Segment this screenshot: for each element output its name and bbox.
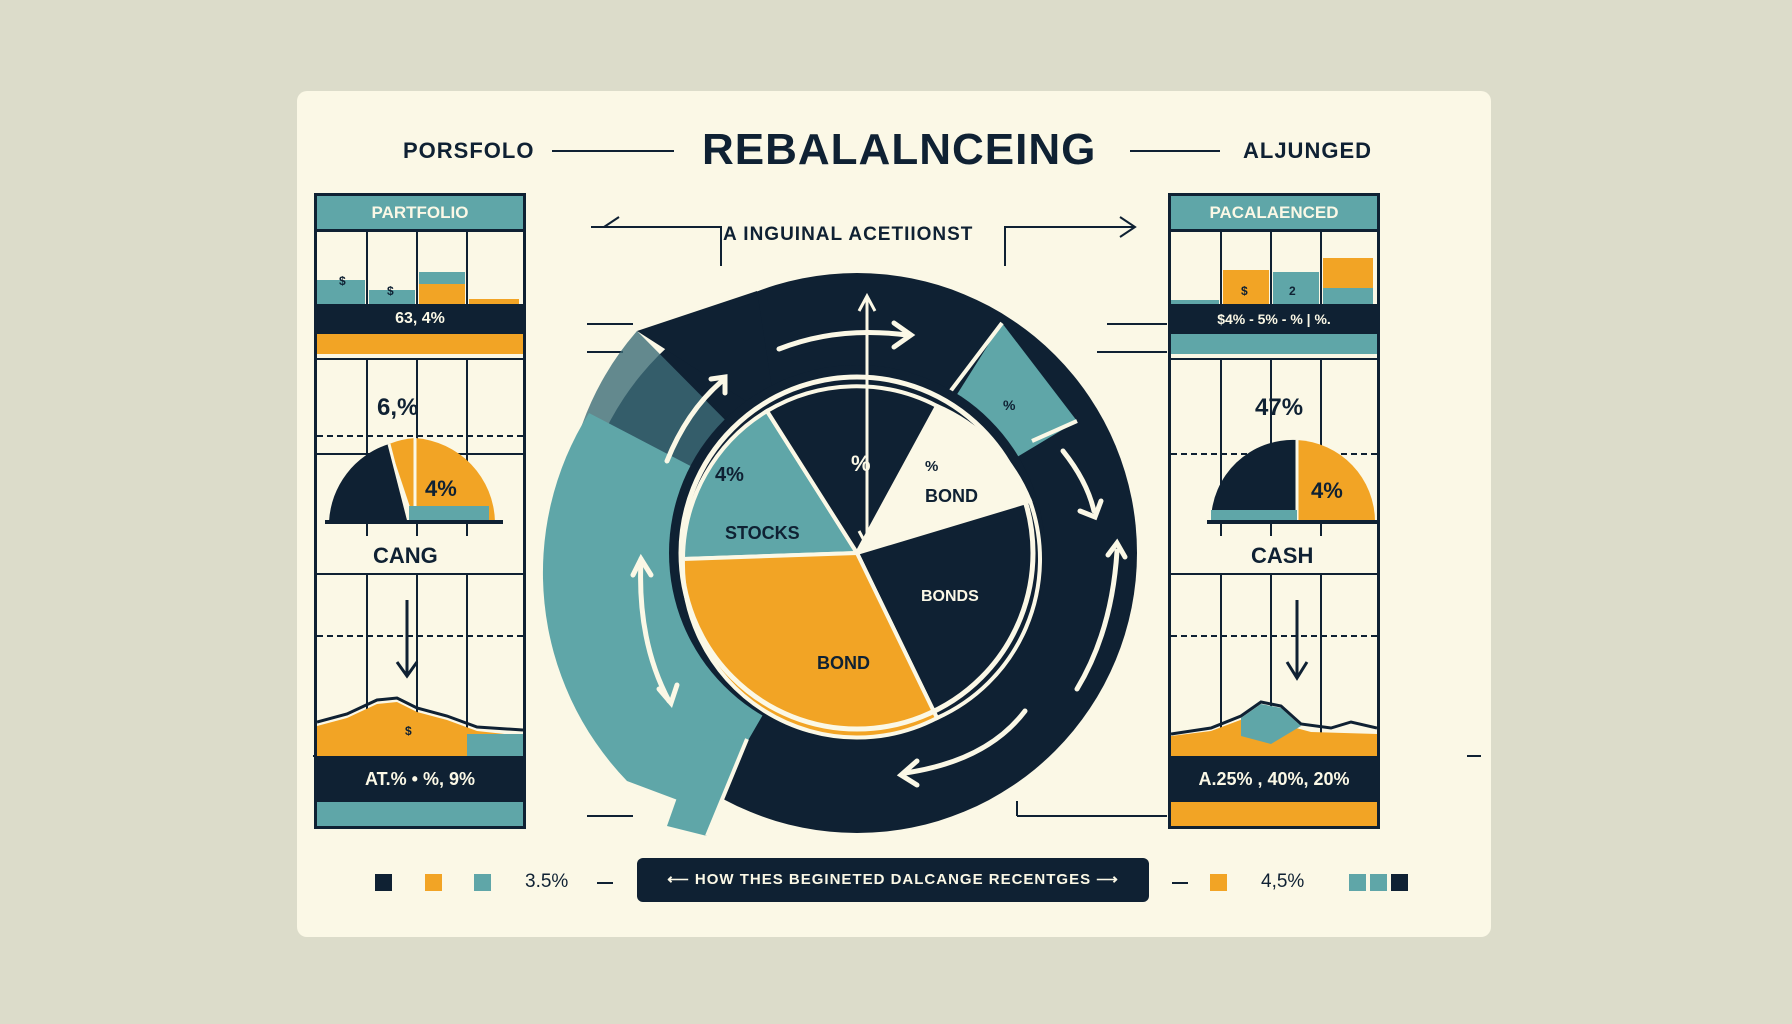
pie-center-mark: % [851,451,871,476]
subtitle: A INGUINAL ACETIIONST [723,224,974,245]
right-panel-graphics [1171,229,1377,756]
left-bottom-values: AT.% • %, 9% [317,756,523,802]
legend-teal-swatch-r1 [1349,874,1366,891]
legend-navy-swatch-r [1391,874,1408,891]
left-panel-graphics [317,229,523,826]
legend-pill: ⟵ HOW THES BEGINETED DALCANGE RECENTGES … [637,858,1149,902]
infographic-card: PORSFOLO REBALALNCEING ALJUNGED A INGUIN… [297,91,1491,937]
legend-rule-left [597,882,613,884]
center-graphic [313,216,1481,837]
left-bar-icon-1: $ [339,274,346,288]
cycle-arrows [630,320,1128,788]
left-bar-icon-2: $ [387,284,394,298]
legend-left-value: 3.5% [525,871,569,892]
pie-stocks-label: STOCKS [725,523,800,543]
legend-navy-swatch [375,874,392,891]
pie-bonds-label: BONDS [921,588,979,605]
right-bar-icon-1: $ [1241,284,1248,298]
ring-teal-bottom [667,739,747,836]
left-semi-top: 6,% [377,394,419,421]
right-panel-footer [1171,802,1377,826]
right-semi-inner: 4% [1311,478,1343,503]
pill-text: HOW THES BEGINETED DALCANGE RECENTGES [694,871,1092,888]
right-panel-label: CASH [1251,543,1314,568]
right-values-bar: $4% - 5% - % | %. [1171,304,1377,334]
left-panel: PARTFOLIO [314,193,526,829]
left-panel-label: CANG [373,543,438,568]
header-rule-left [552,150,674,152]
pie-bond-cream-percent: % [925,458,939,475]
legend-orange-swatch-right [1210,874,1227,891]
pie-stocks-percent: 4% [715,464,744,486]
pie-slice-stocks [680,408,861,562]
connector-top-left [591,226,722,266]
left-panel-heading: PARTFOLIO [317,196,523,232]
pie-chart [669,365,1045,741]
right-semi-top: 47% [1255,394,1304,421]
legend-rule-right [1172,882,1188,884]
header-rule-right [1130,150,1220,152]
pill-arrow-left: ⟵ [667,871,690,888]
right-panel: PACALAENCED [1168,193,1380,829]
pie-small-mark: % [1003,397,1016,413]
pie-bond-cream-label: BOND [925,486,978,506]
right-bottom-values: A.25% , 40%, 20% [1171,756,1377,802]
legend-teal-swatch [474,874,491,891]
left-semi-inner: 4% [425,476,457,501]
legend-right-value: 4,5% [1261,871,1305,892]
connector-top-right [1004,226,1135,266]
center-vertical-arrow [857,292,877,550]
left-line-icon: $ [405,724,412,738]
header-left-label: PORSFOLO [403,138,535,163]
right-panel-heading: PACALAENCED [1171,196,1377,232]
pie-bond-orange-label: BOND [817,653,870,673]
legend-teal-swatch-r2 [1370,874,1387,891]
legend-orange-swatch [425,874,442,891]
left-values-bar: 63, 4% [317,304,523,334]
right-bar-icon-2: 2 [1289,284,1296,298]
header-right-label: ALJUNGED [1243,138,1373,163]
page-title: REBALALNCEING [702,125,1097,174]
pill-arrow-right: ⟶ [1096,871,1119,888]
